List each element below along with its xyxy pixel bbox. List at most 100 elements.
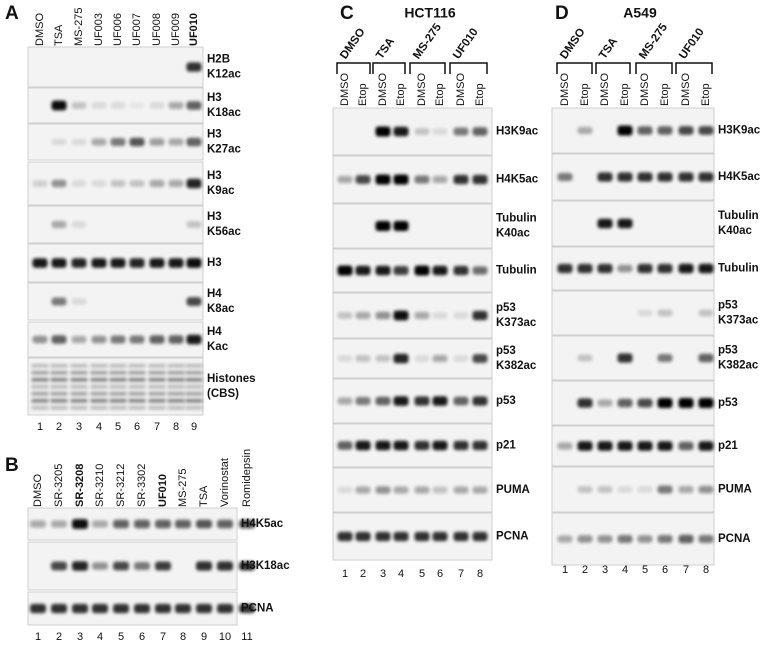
blot-band [109, 385, 127, 389]
lane-label: UF006 [112, 13, 124, 46]
lane-label: DMSO [455, 73, 467, 106]
blot-band [155, 603, 171, 614]
blot-strip [332, 203, 493, 249]
blot-band [678, 534, 694, 544]
blot-band [657, 441, 673, 451]
blot-band [185, 364, 203, 368]
blot-band [698, 353, 714, 363]
blot-band [217, 519, 233, 529]
blot-band [50, 392, 68, 396]
blot-band [337, 441, 353, 450]
row-label: K27ac [207, 144, 241, 156]
blot-band [453, 531, 469, 542]
lane-label: Etop [659, 83, 671, 106]
lane-label: UF010 [188, 13, 200, 46]
blot-band [337, 355, 353, 362]
blot-band [129, 137, 145, 147]
lane-label: Etop [579, 83, 591, 106]
blot-band [597, 399, 613, 407]
blot-band [472, 486, 488, 494]
row-label: Histones [207, 373, 256, 385]
row-label: H4K5ac [241, 518, 284, 530]
blot-band [698, 263, 714, 274]
blot-band [472, 531, 488, 542]
lane-number: 4 [622, 564, 628, 576]
blot-band [414, 175, 430, 184]
panel: C HCT116 DMSO TSA MS-275 UF010 DMSO Etop DMSO Eto… [332, 3, 539, 580]
blot-band [148, 392, 166, 396]
lane-label: MS-275 [177, 468, 189, 507]
panel-letter: D [555, 3, 569, 24]
lane-number: 5 [115, 421, 121, 433]
lane-label: SR-3210 [94, 464, 106, 507]
blot-band [698, 126, 714, 135]
blot-band [678, 126, 694, 135]
blot-band [617, 218, 633, 229]
lane-number: 6 [134, 421, 140, 433]
blot-band [128, 392, 146, 396]
blot-band [72, 561, 88, 571]
blot-band [32, 258, 48, 268]
lane-label: Vorinostat [219, 458, 231, 507]
blot-band [70, 364, 88, 368]
lane-label: UF008 [151, 13, 163, 46]
group-bracket [556, 62, 593, 74]
group-label: UF010 [677, 26, 707, 61]
lane-number: 2 [56, 421, 62, 433]
blot-band [196, 603, 212, 614]
blot-strip [551, 200, 715, 247]
lane-number: 3 [602, 564, 608, 576]
blot-band [577, 398, 593, 408]
lane-label: SR-3302 [136, 464, 148, 507]
blot-band [155, 561, 171, 571]
blot-band [167, 406, 185, 410]
row-label: H3K9ac [718, 125, 761, 137]
row-label: K56ac [207, 226, 241, 238]
lane-label: SR-3205 [53, 464, 65, 507]
blot-band [168, 101, 184, 110]
blot-band [453, 440, 469, 451]
blot-band [51, 258, 67, 268]
blot-band [698, 172, 714, 182]
blot-band [128, 371, 146, 375]
blot-band [637, 486, 653, 493]
blot-band [657, 263, 673, 274]
blot-band [472, 354, 488, 363]
blot-band [678, 485, 694, 494]
blot-band [90, 399, 108, 403]
blot-band [149, 258, 165, 268]
blot-band [51, 297, 67, 306]
blot-band [51, 100, 67, 111]
lane-number: 1 [342, 568, 348, 580]
blot-band [337, 312, 353, 319]
blot-band [129, 335, 145, 344]
blot-band [393, 353, 409, 364]
panel-title: A549 [623, 5, 657, 21]
blot-band [70, 399, 88, 403]
blot-band [149, 179, 165, 188]
row-label: H3 [207, 92, 222, 104]
row-label: PCNA [718, 533, 751, 545]
blot-band [657, 485, 673, 494]
blot-band [186, 62, 202, 72]
row-label: H4K5ac [496, 174, 539, 186]
blot-band [557, 442, 573, 450]
lane-number: 10 [219, 631, 231, 643]
blot-band [109, 406, 127, 410]
row-label: PUMA [496, 484, 530, 496]
blot-band [51, 179, 67, 188]
blot-band [432, 128, 448, 135]
blot-band [414, 531, 430, 542]
blot-band [432, 312, 448, 319]
blot-band [472, 310, 488, 321]
blot-band [453, 312, 469, 319]
row-label: PCNA [241, 603, 274, 615]
group-label: UF010 [451, 26, 481, 61]
lane-number: 6 [662, 564, 668, 576]
blot-band [149, 102, 165, 109]
blot-band [128, 406, 146, 410]
blot-band [375, 440, 391, 451]
group-label: DMSO [558, 26, 588, 61]
blot-band [577, 263, 593, 274]
blot-band [175, 519, 191, 529]
